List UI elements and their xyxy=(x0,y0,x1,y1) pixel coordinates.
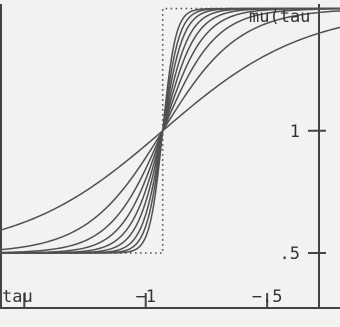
curve-8 xyxy=(0,7,340,254)
y-axis-label: mu(tau xyxy=(249,7,310,27)
curve-0 xyxy=(0,26,340,231)
y-tick-label-0: 1 xyxy=(290,122,300,142)
x-axis-label: tau xyxy=(2,287,33,307)
axis-frame xyxy=(0,4,340,309)
x-axis-ticks: −1 −.5 xyxy=(23,287,283,308)
curve-1 xyxy=(0,10,340,251)
y-tick-label-1: .5 xyxy=(280,244,300,264)
sigmoid-curves xyxy=(0,7,340,254)
curve-2 xyxy=(0,8,340,254)
x-tick-label-1: −1 xyxy=(135,287,155,307)
x-tick-label-2: −.5 xyxy=(252,287,283,307)
axis-labels: mu(tau tau xyxy=(2,7,310,307)
y-axis-ticks: 1.5 xyxy=(280,122,326,264)
